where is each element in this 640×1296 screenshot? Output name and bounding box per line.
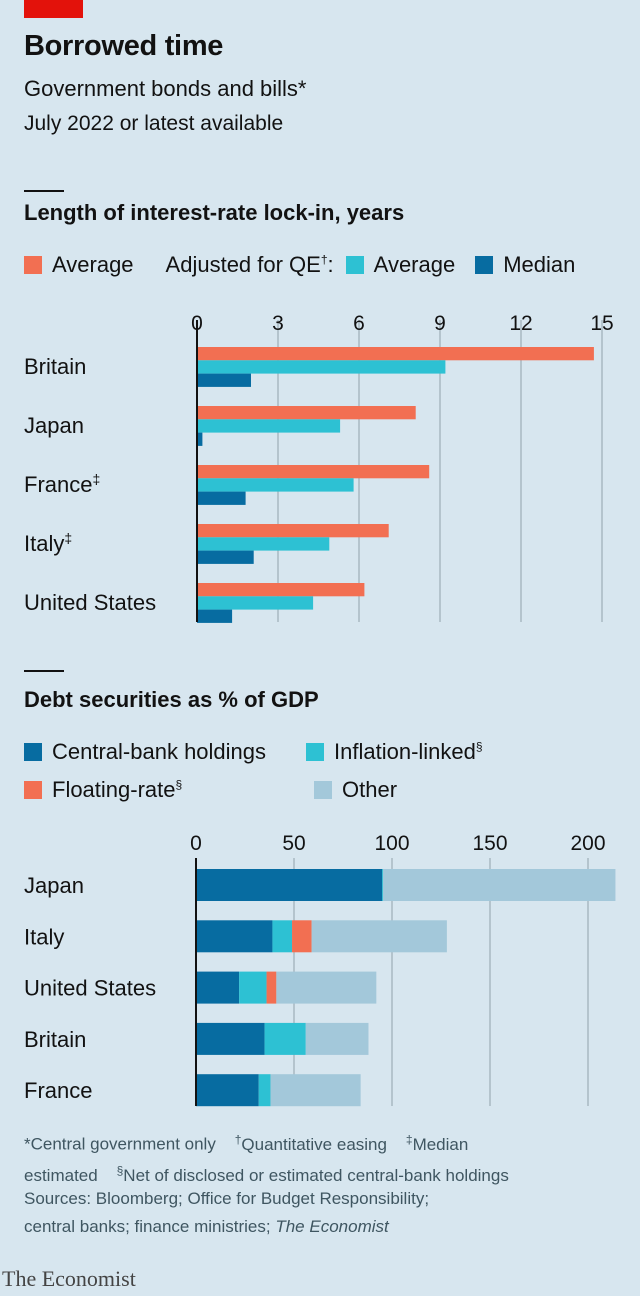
legend-swatch-median	[475, 256, 494, 274]
legend-swatch-central-bank	[24, 743, 42, 761]
chart2-legend-row1: Central-bank holdings Inflation-linked§	[24, 739, 483, 765]
footnote-central-gov: *Central government only	[24, 1134, 216, 1154]
chart1-legend: Average Adjusted for QE†: Average Median	[24, 252, 575, 278]
chart-date: July 2022 or latest available	[24, 112, 284, 135]
category-label: Britain	[24, 1027, 86, 1052]
bar-1	[197, 419, 341, 433]
footnote-net: §Net of disclosed or estimated central-b…	[116, 1163, 509, 1186]
bar-segment-0	[196, 1074, 259, 1107]
chart2-legend-row2: Floating-rate§ Other	[24, 777, 397, 803]
bar-segment-0	[196, 971, 240, 1004]
chart2-plot: 0 50 100 150 200 Japan Italy United States Brita…	[24, 832, 616, 1107]
bar-0	[197, 583, 365, 597]
tick-label: 200	[570, 832, 605, 855]
brand-bar	[24, 0, 83, 18]
category-label: Japan	[24, 413, 84, 438]
legend-label-central-bank: Central-bank holdings	[52, 739, 267, 764]
category-label: Italy	[24, 924, 64, 949]
bar-segment-3	[276, 971, 377, 1004]
chart-title: Borrowed time	[24, 30, 224, 62]
bar-segment-3	[270, 1074, 361, 1107]
bar-segment-3	[305, 1022, 369, 1055]
section-rule	[24, 670, 64, 672]
bar-1	[197, 478, 354, 492]
legend-swatch-qe-average	[345, 256, 364, 274]
legend-label-median: Median	[503, 252, 576, 277]
tick-label: 12	[509, 312, 532, 335]
legend-label-qe-average: Average	[373, 252, 456, 277]
tick-label: 150	[472, 832, 507, 855]
tick-label: 0	[190, 832, 202, 855]
legend-label-average: Average	[52, 252, 134, 277]
bar-0	[197, 524, 389, 538]
bar-segment-0	[196, 1022, 265, 1055]
category-label: Britain	[24, 354, 86, 379]
legend-qe-label: Adjusted for QE†:	[165, 252, 334, 277]
category-label: United States	[24, 976, 156, 1001]
legend-label-floating: Floating-rate§	[52, 777, 183, 802]
tick-label: 50	[282, 832, 305, 855]
bar-segment-0	[196, 869, 383, 901]
bar-2	[197, 373, 251, 387]
category-label: United States	[24, 590, 156, 615]
sources: Sources: Bloomberg; Office for Budget Re…	[24, 1189, 430, 1236]
category-label: Italy‡	[24, 530, 72, 556]
bar-segment-2	[292, 920, 312, 953]
bar-segment-1	[264, 1022, 306, 1055]
chart2-title: Debt securities as % of GDP	[24, 687, 319, 712]
legend-label-inflation-linked: Inflation-linked§	[334, 739, 483, 764]
bar-segment-1	[272, 920, 293, 953]
legend-swatch-inflation-linked	[306, 743, 325, 761]
footnote-median: ‡Median estimated	[24, 1132, 469, 1186]
bar-2	[197, 491, 246, 505]
bar-segment-1	[258, 1074, 271, 1107]
economist-logo: The Economist	[2, 1266, 136, 1291]
bar-1	[197, 596, 314, 610]
bar-segment-3	[311, 920, 447, 953]
category-label: France	[24, 1078, 92, 1103]
legend-swatch-other	[314, 781, 332, 799]
bar-0	[197, 406, 416, 420]
legend-swatch-floating	[24, 781, 42, 799]
section-rule	[24, 190, 64, 192]
footnotes: *Central government only †Quantitative e…	[24, 1126, 634, 1189]
bar-segment-0	[196, 920, 273, 953]
tick-label: 3	[272, 312, 284, 335]
tick-label: 6	[353, 312, 365, 335]
category-label: Japan	[24, 873, 84, 898]
legend-label-other: Other	[342, 777, 398, 802]
bar-2	[197, 609, 233, 623]
tick-label: 100	[374, 832, 409, 855]
legend-swatch-average	[24, 256, 42, 274]
bar-segment-1	[239, 971, 267, 1004]
chart1-title: Length of interest-rate lock-in, years	[24, 200, 405, 225]
bar-0	[197, 465, 430, 479]
bar-1	[197, 537, 330, 551]
chart-subtitle: Government bonds and bills*	[24, 76, 307, 101]
bar-segment-2	[266, 971, 277, 1004]
bar-2	[197, 432, 203, 446]
tick-label: 15	[590, 312, 613, 335]
category-label: France‡	[24, 471, 100, 497]
bar-2	[197, 550, 254, 564]
bar-0	[197, 347, 594, 361]
footnote-qe: †Quantitative easing	[234, 1132, 387, 1154]
bar-segment-1	[382, 869, 384, 901]
tick-label: 9	[434, 312, 446, 335]
bar-1	[197, 360, 446, 374]
bar-segment-3	[383, 869, 616, 901]
chart1-plot: 03691215BritainJapanFrance‡Italy‡United …	[24, 312, 614, 623]
